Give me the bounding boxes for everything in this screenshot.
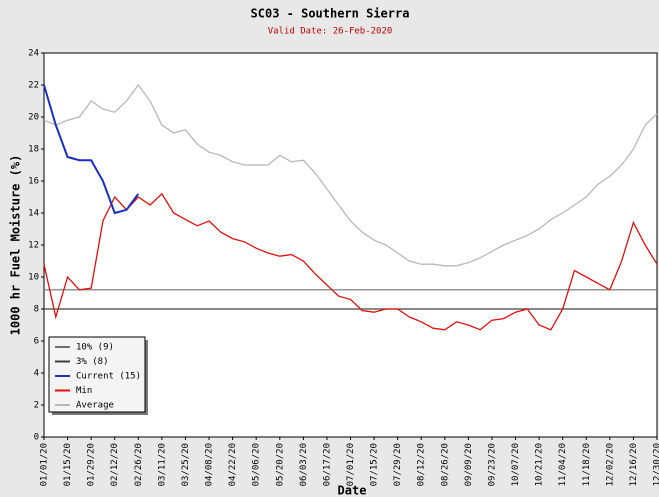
x-tick-label: 06/17/20 (322, 443, 332, 486)
legend-label: 3% (8) (76, 357, 109, 367)
x-tick-label: 05/20/20 (275, 443, 285, 486)
x-tick-label: 07/29/20 (393, 443, 403, 486)
y-tick-label: 16 (28, 177, 39, 187)
x-tick-label: 10/21/20 (535, 443, 545, 486)
x-tick-label: 11/18/20 (582, 443, 592, 486)
x-tick-label: 12/02/20 (605, 443, 615, 486)
y-tick-label: 2 (34, 401, 39, 411)
chart-title: SC03 - Southern Sierra (251, 7, 410, 21)
x-tick-label: 09/09/20 (464, 443, 474, 486)
legend-label: 10% (9) (76, 343, 114, 353)
y-tick-label: 4 (34, 369, 39, 379)
x-tick-label: 01/15/20 (63, 443, 73, 486)
x-tick-label: 07/01/20 (346, 443, 356, 486)
x-tick-label: 04/22/20 (228, 443, 238, 486)
x-tick-label: 07/15/20 (370, 443, 380, 486)
x-tick-label: 05/06/20 (252, 443, 262, 486)
series-line (43, 192, 658, 331)
y-tick-label: 12 (28, 241, 39, 251)
x-tick-label: 02/12/20 (110, 443, 120, 486)
x-tick-label: 01/01/20 (40, 443, 50, 486)
x-tick-label: 08/12/20 (417, 443, 427, 486)
y-tick-label: 10 (28, 273, 39, 283)
x-tick-label: 10/07/20 (511, 443, 521, 486)
series-line (43, 84, 140, 215)
x-axis-label: Date (338, 484, 367, 497)
y-tick-label: 6 (34, 337, 39, 347)
x-tick-label: 12/30/20 (653, 443, 659, 486)
y-tick-label: 22 (28, 81, 39, 91)
series-line (43, 83, 658, 267)
y-tick-label: 0 (34, 433, 39, 443)
x-tick-label: 11/04/20 (558, 443, 568, 486)
legend-label: Average (76, 401, 114, 411)
x-tick-label: 01/29/20 (87, 443, 97, 486)
legend-label: Current (15) (76, 372, 141, 382)
x-tick-label: 06/03/20 (299, 443, 309, 486)
y-tick-label: 14 (28, 209, 39, 219)
y-axis-label: 1000 hr Fuel Moisture (%) (9, 155, 23, 336)
y-tick-label: 24 (28, 49, 39, 59)
x-tick-label: 03/11/20 (157, 443, 167, 486)
x-tick-label: 09/23/20 (487, 443, 497, 486)
x-tick-label: 12/16/20 (629, 443, 639, 486)
y-tick-label: 20 (28, 113, 39, 123)
legend-label: Min (76, 386, 92, 396)
x-tick-label: 04/08/20 (205, 443, 215, 486)
x-tick-label: 03/25/20 (181, 443, 191, 486)
x-tick-label: 08/26/20 (440, 443, 450, 486)
y-tick-label: 18 (28, 145, 39, 155)
chart-subtitle: Valid Date: 26-Feb-2020 (268, 27, 393, 37)
y-tick-label: 8 (34, 305, 39, 315)
legend (48, 336, 146, 413)
x-tick-label: 02/26/20 (134, 443, 144, 486)
